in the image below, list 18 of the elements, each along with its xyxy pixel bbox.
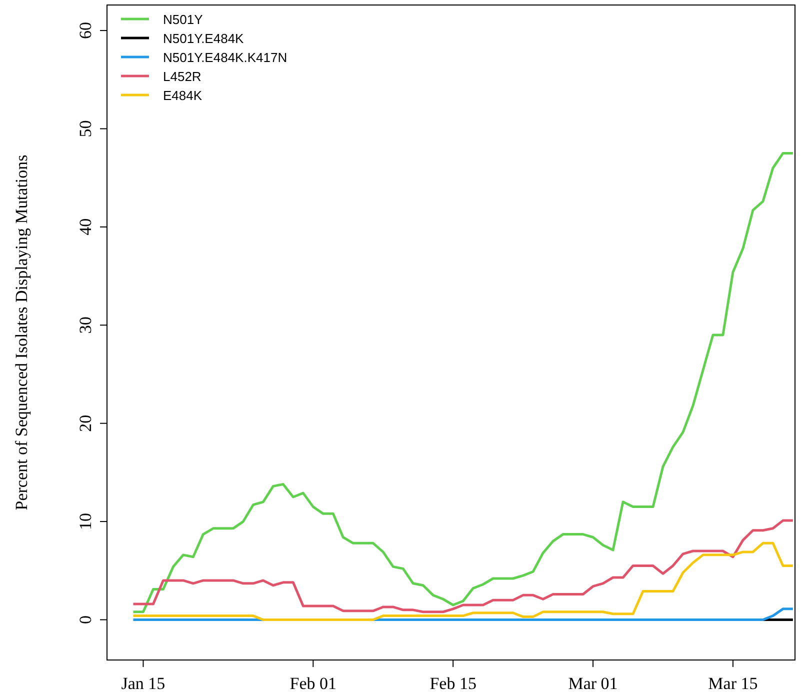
- legend-label: L452R: [163, 69, 202, 84]
- y-tick-label: 10: [76, 513, 95, 530]
- y-tick-label: 30: [76, 316, 95, 334]
- y-axis-title: Percent of Sequenced Isolates Displaying Mutations: [12, 154, 31, 510]
- y-tick-label: 40: [76, 218, 95, 236]
- x-tick-label: Mar 15: [708, 674, 758, 692]
- y-tick-label: 20: [76, 414, 95, 432]
- y-tick-label: 50: [76, 120, 95, 138]
- y-tick-label: 0: [76, 615, 95, 624]
- y-tick-label: 60: [76, 22, 95, 40]
- legend-label: N501Y: [163, 12, 204, 27]
- x-tick-label: Jan 15: [121, 674, 166, 692]
- x-tick-label: Feb 15: [430, 674, 476, 692]
- legend-label: N501Y.E484K.K417N: [163, 50, 288, 65]
- legend-label: E484K: [163, 88, 202, 103]
- x-tick-label: Mar 01: [568, 674, 618, 692]
- x-tick-label: Feb 01: [290, 674, 337, 692]
- legend-label: N501Y.E484K: [163, 31, 244, 46]
